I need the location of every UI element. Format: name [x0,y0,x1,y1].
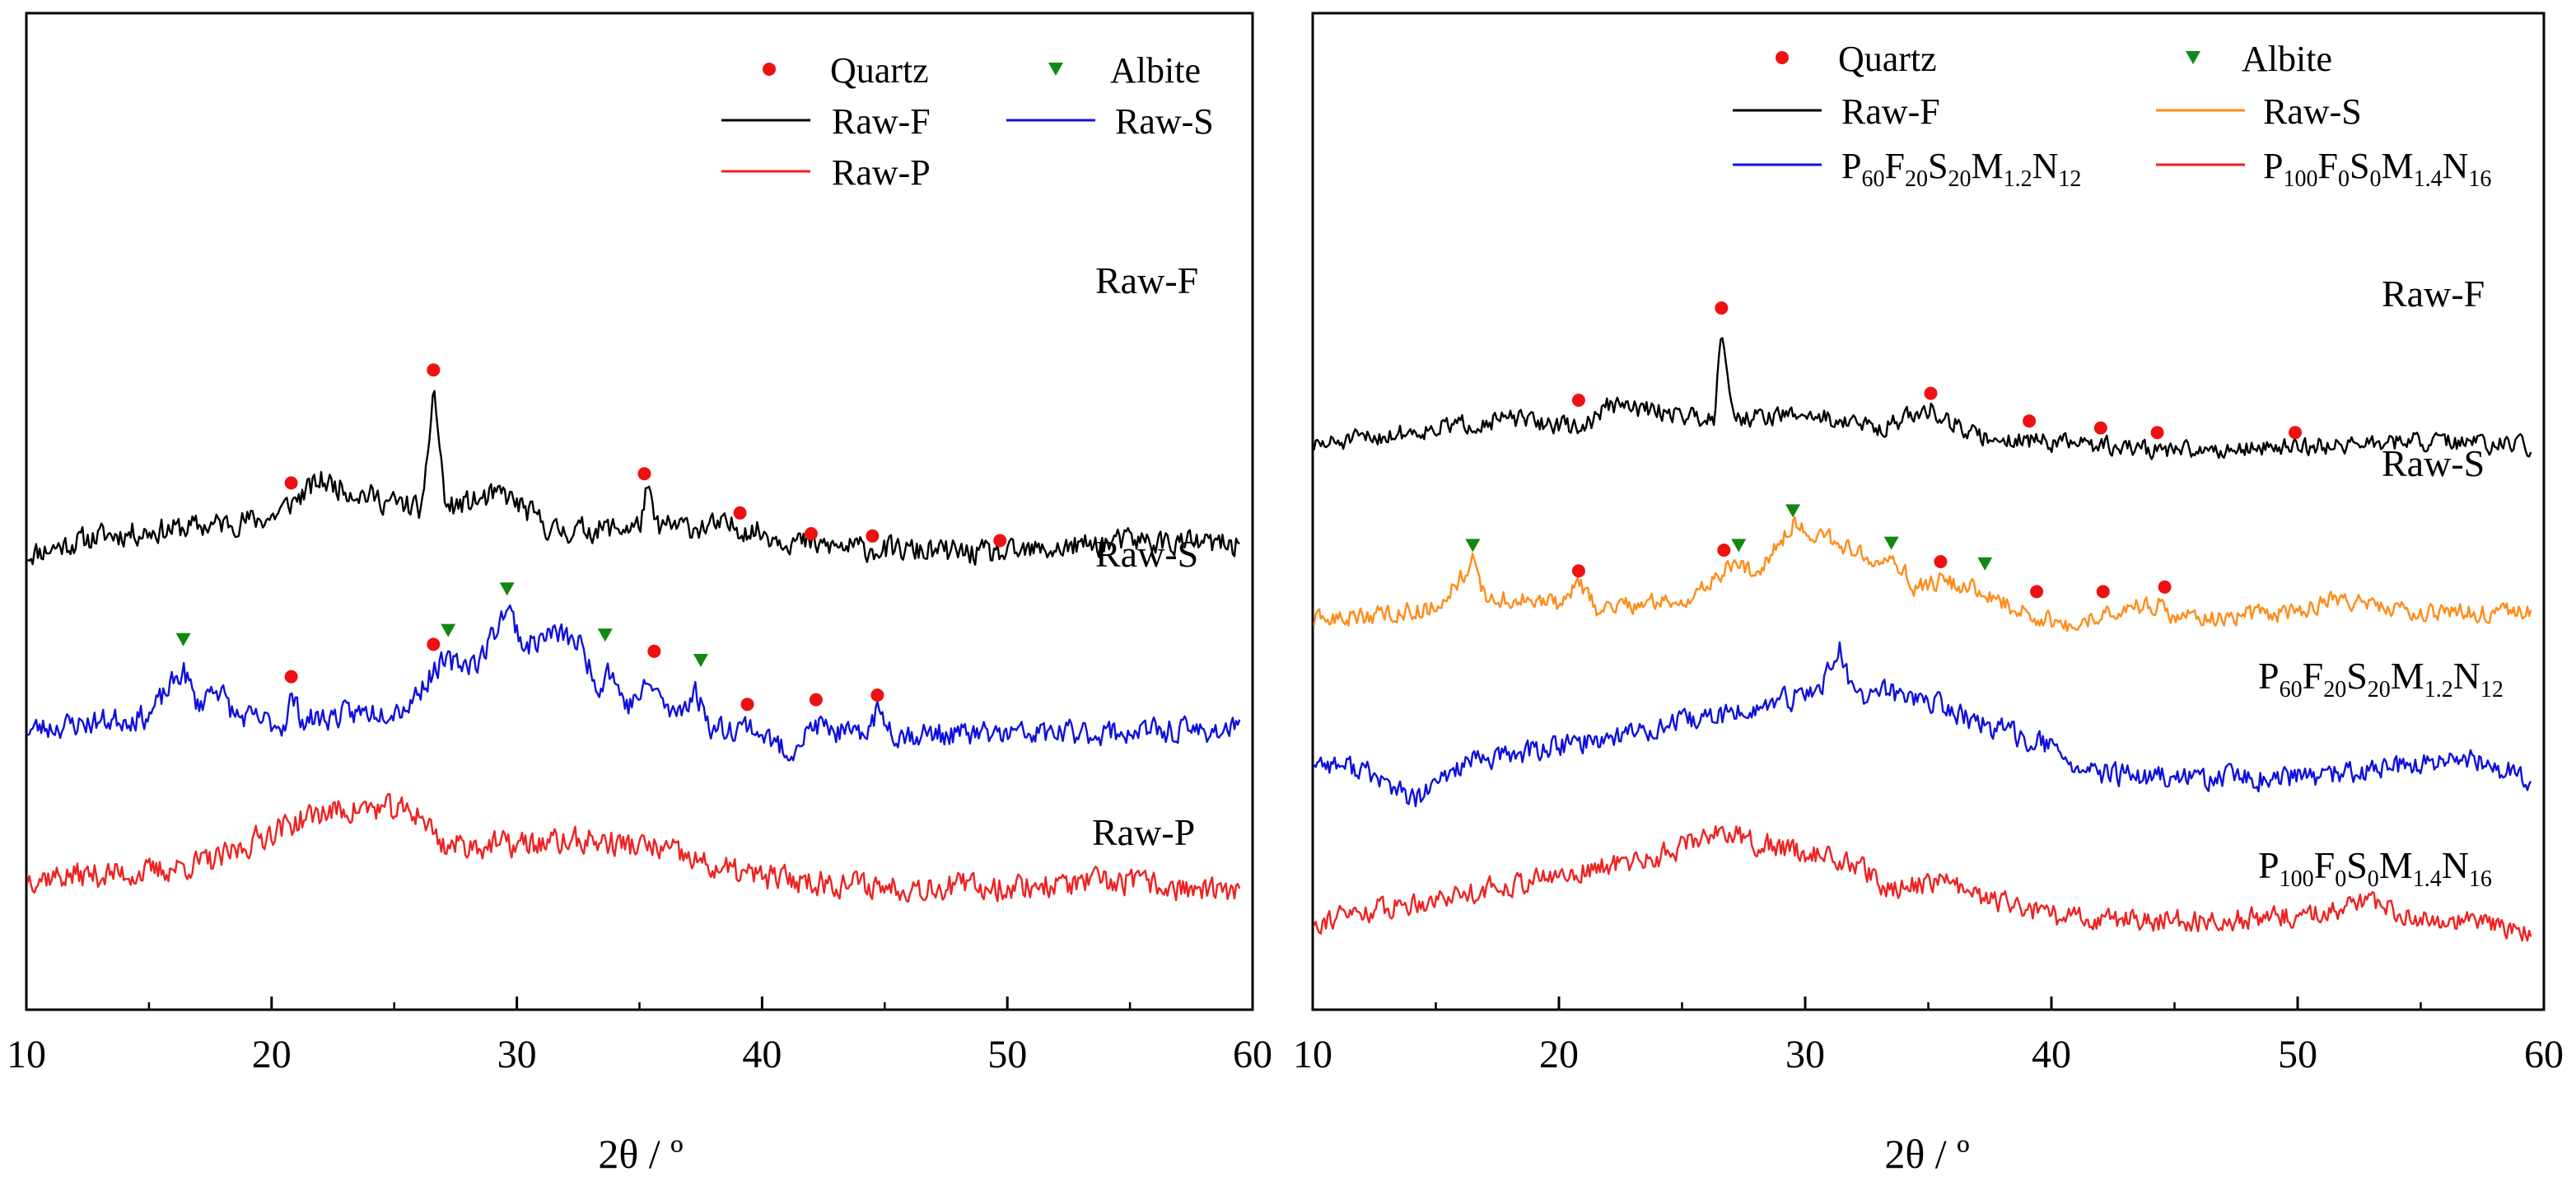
quartz-marker [2093,421,2107,435]
quartz-marker [2150,426,2164,440]
quartz-marker [2158,580,2172,594]
legend-p60-label: P60​F20​S20​M1.2​N12​ [1841,146,2081,192]
series-line-raw-f [1313,337,2532,460]
quartz-marker [1715,301,1729,315]
albite-marker [1731,539,1747,553]
series-line-raw-s [1313,516,2532,633]
series-label-raw-s: Raw-S [1095,533,1198,575]
albite-marker [499,582,515,596]
x-axis-title: 2θ / º [1884,1131,1969,1177]
x-tick-label: 50 [2278,1033,2317,1076]
x-tick-label: 50 [987,1033,1027,1076]
legend-raw-s-label: Raw-S [1115,101,1214,142]
quartz-marker [1934,555,1948,568]
legend-quartz-marker [1776,51,1789,64]
legend-quartz-label: Quartz [1838,39,1937,79]
quartz-marker [284,670,298,684]
legend-raw-s-label: Raw-S [2263,91,2362,132]
quartz-marker [2096,585,2110,599]
x-tick-label: 60 [1233,1033,1272,1076]
series-label-raw-f: Raw-F [2382,273,2485,315]
legend-raw-f-label: Raw-F [1841,91,1940,132]
legend-quartz-label: Quartz [830,50,929,91]
series-label-raw-s: Raw-S [2382,442,2485,484]
x-tick-label: 30 [497,1033,537,1076]
series-label-raw-f: Raw-F [1095,259,1198,301]
quartz-marker [637,467,651,481]
right-xrd-panel: 10 20 30 40 50 60 Quartz Albite Raw-F Raw-S P… [1293,12,2564,1177]
legend-albite-label: Albite [1110,50,1201,91]
series-labels: Raw-F Raw-S P60​F20​S20​M1.2​N12​ P100​F… [2258,273,2504,892]
quartz-marker [740,698,754,712]
x-tick-label: 10 [1293,1033,1332,1076]
legend-albite-marker [2186,51,2200,64]
legend-albite-label: Albite [2242,39,2332,79]
albite-marker [693,654,708,667]
legend: Quartz Albite Raw-F Raw-S Raw-P [721,50,1214,193]
series-label-p60: P60​F20​S20​M1.2​N12​ [2258,655,2504,703]
quartz-marker [427,363,441,377]
albite-marker [1977,557,1993,571]
left-xrd-panel: 10 20 30 40 50 60 Quartz Albite Raw-F Raw-S R… [7,12,1272,1177]
albite-marker [441,623,456,637]
x-tick-label: 20 [252,1033,292,1076]
x-tick-label: 40 [2032,1033,2071,1076]
quartz-marker [1571,564,1585,578]
x-tick-label: 60 [2524,1033,2564,1076]
quartz-marker [284,476,298,490]
quartz-marker [2023,414,2037,428]
quartz-marker [2030,585,2044,599]
legend: Quartz Albite Raw-F Raw-S P60​F20​S20​M1… [1733,39,2491,192]
quartz-marker [1571,394,1585,407]
series-line-raw-s [26,604,1241,762]
x-tick-label: 10 [7,1033,46,1076]
x-tick-label: 40 [742,1033,782,1076]
quartz-marker [804,527,818,540]
albite-marker [175,633,191,647]
quartz-marker [647,644,661,658]
x-tick-label: 20 [1539,1033,1579,1076]
series-label-p100: P100​F0​S0​M1.4​N16​ [2258,844,2492,892]
series-line-p60f20s20m1-2n12 [1313,641,2532,808]
quartz-marker [993,534,1007,548]
albite-marker [1883,536,1899,550]
legend-quartz-marker [763,63,776,76]
albite-marker [1785,504,1801,518]
series-line-raw-f [26,390,1240,566]
legend-albite-marker [1048,63,1063,76]
albite-marker [597,628,613,642]
legend-raw-p-label: Raw-P [832,152,931,193]
quartz-marker [866,529,880,543]
quartz-marker [733,506,747,520]
quartz-marker [1924,386,1938,400]
quartz-marker [427,637,441,651]
legend-raw-f-label: Raw-F [832,101,931,142]
legend-p100-label: P100​F0​S0​M1.4​N16​ [2263,146,2491,192]
quartz-marker [809,693,823,707]
albite-marker [1465,539,1481,553]
x-axis-title: 2θ / º [598,1131,683,1177]
x-tick-label: 30 [1785,1033,1825,1076]
series-labels: Raw-F Raw-S Raw-P [1092,259,1198,853]
series-line-raw-p [26,793,1241,903]
quartz-marker [2289,426,2303,440]
quartz-marker [870,689,884,702]
series-line-p100f0s0m1-4n16 [1313,825,2532,942]
series-label-raw-p: Raw-P [1092,811,1195,853]
quartz-marker [1717,544,1731,557]
